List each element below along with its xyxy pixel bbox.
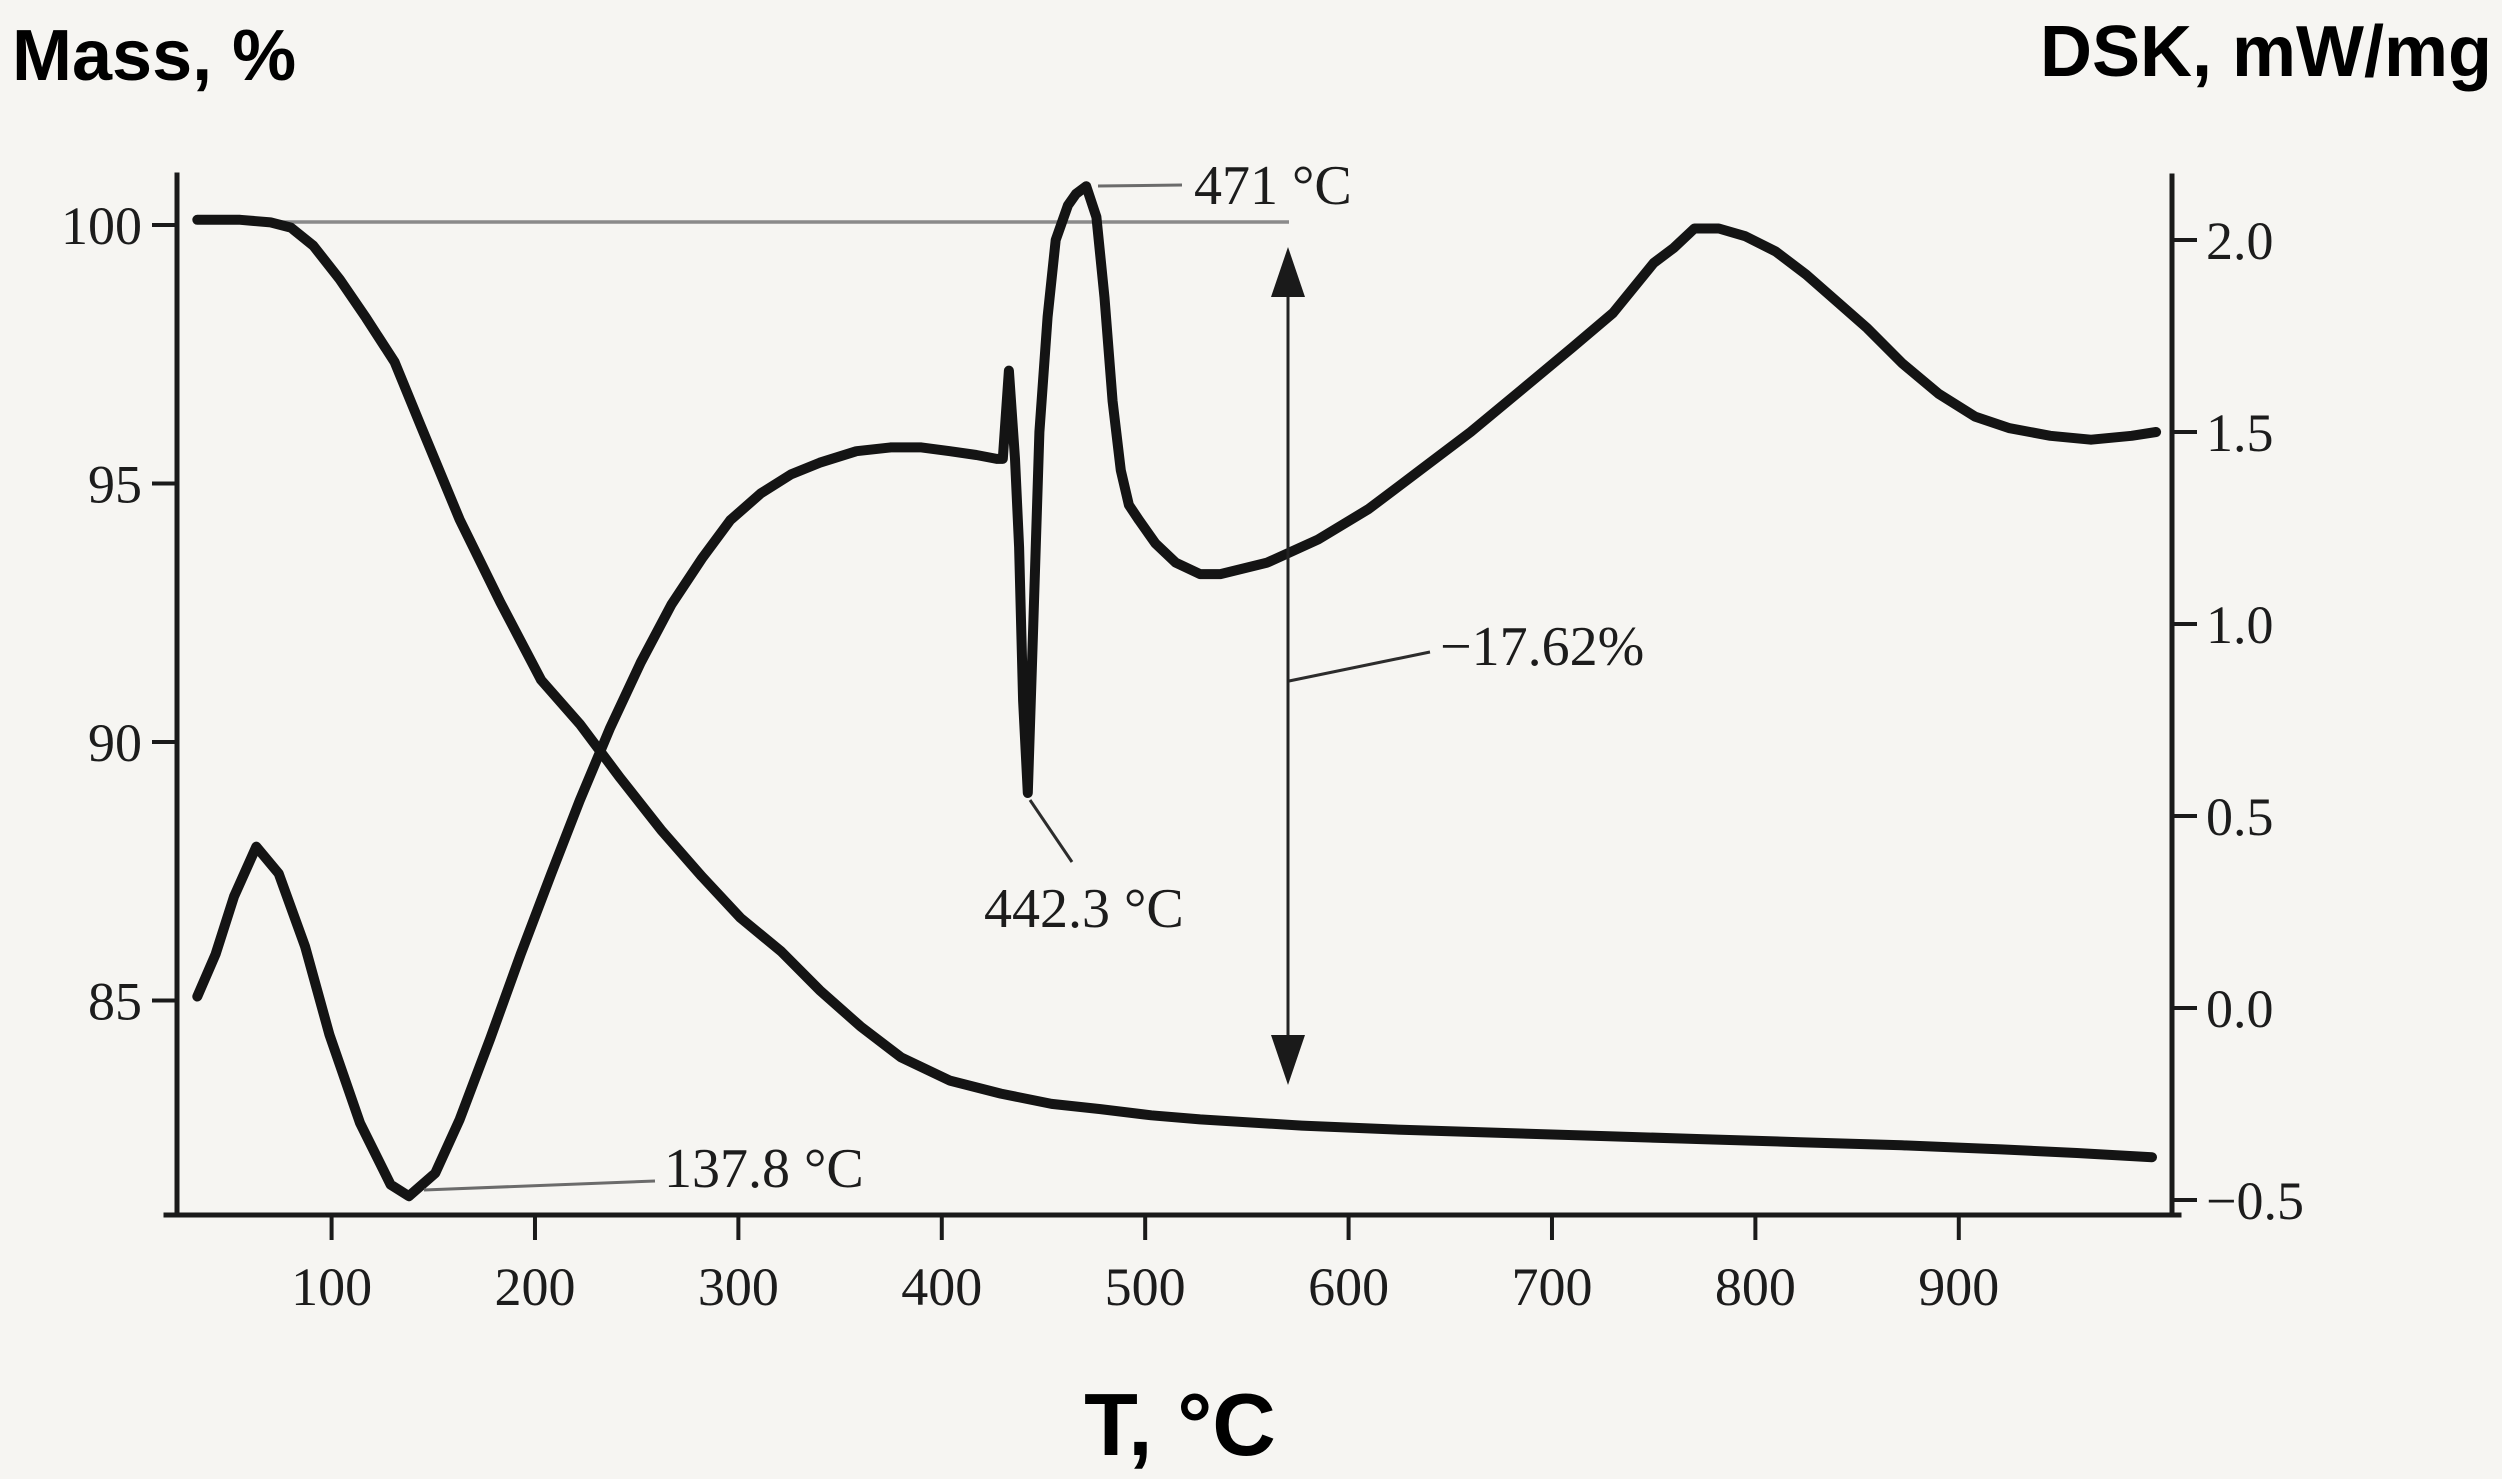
left-axis-title: Mass, % — [12, 16, 296, 96]
x-tick-label: 100 — [291, 1257, 372, 1317]
left-axis-ticks: 100 95 90 85 — [61, 196, 177, 1032]
x-tick-label: 300 — [698, 1257, 779, 1317]
leader-137 — [423, 1179, 656, 1192]
left-tick-label: 100 — [61, 196, 142, 256]
leader-massloss — [1288, 650, 1431, 683]
right-tick-label: 1.5 — [2206, 403, 2274, 463]
mass-loss-arrow — [1271, 247, 1305, 1085]
left-tick-label: 85 — [88, 972, 142, 1032]
right-axis-ticks: 2.0 1.5 1.0 0.5 0.0 −0.5 — [2172, 211, 2304, 1231]
x-tick-label: 200 — [494, 1257, 575, 1317]
leader-442 — [1028, 799, 1074, 863]
dsc-min-label: 137.8 °C — [664, 1138, 864, 1200]
dsc-heatflow-curve — [192, 181, 2162, 1202]
dsc-peak-label: 471 °C — [1194, 155, 1352, 217]
right-tick-label: 0.0 — [2206, 979, 2274, 1039]
right-tick-label: 1.0 — [2206, 595, 2274, 655]
right-tick-label: 0.5 — [2206, 787, 2274, 847]
tg-mass-curve — [192, 214, 2157, 1163]
mass-loss-label: −17.62% — [1440, 616, 1644, 678]
x-tick-label: 900 — [1918, 1257, 1999, 1317]
right-tick-label: 2.0 — [2206, 211, 2274, 271]
right-tick-label: −0.5 — [2206, 1171, 2304, 1231]
leader-471 — [1097, 183, 1183, 188]
x-tick-label: 700 — [1511, 1257, 1592, 1317]
x-tick-label: 500 — [1105, 1257, 1186, 1317]
left-tick-label: 95 — [88, 455, 142, 515]
arrow-down-head-icon — [1271, 1035, 1305, 1085]
x-axis-ticks: 100 200 300 400 500 600 700 800 900 — [291, 1215, 1999, 1317]
dsc-dip-label: 442.3 °C — [984, 878, 1184, 940]
x-tick-label: 800 — [1715, 1257, 1796, 1317]
right-axis-title: DSK, mW/mg — [2040, 12, 2492, 92]
left-tick-label: 90 — [88, 713, 142, 773]
arrow-up-head-icon — [1271, 247, 1305, 297]
x-axis-title: T, °C — [1084, 1375, 1276, 1474]
x-tick-label: 400 — [901, 1257, 982, 1317]
x-tick-label: 600 — [1308, 1257, 1389, 1317]
